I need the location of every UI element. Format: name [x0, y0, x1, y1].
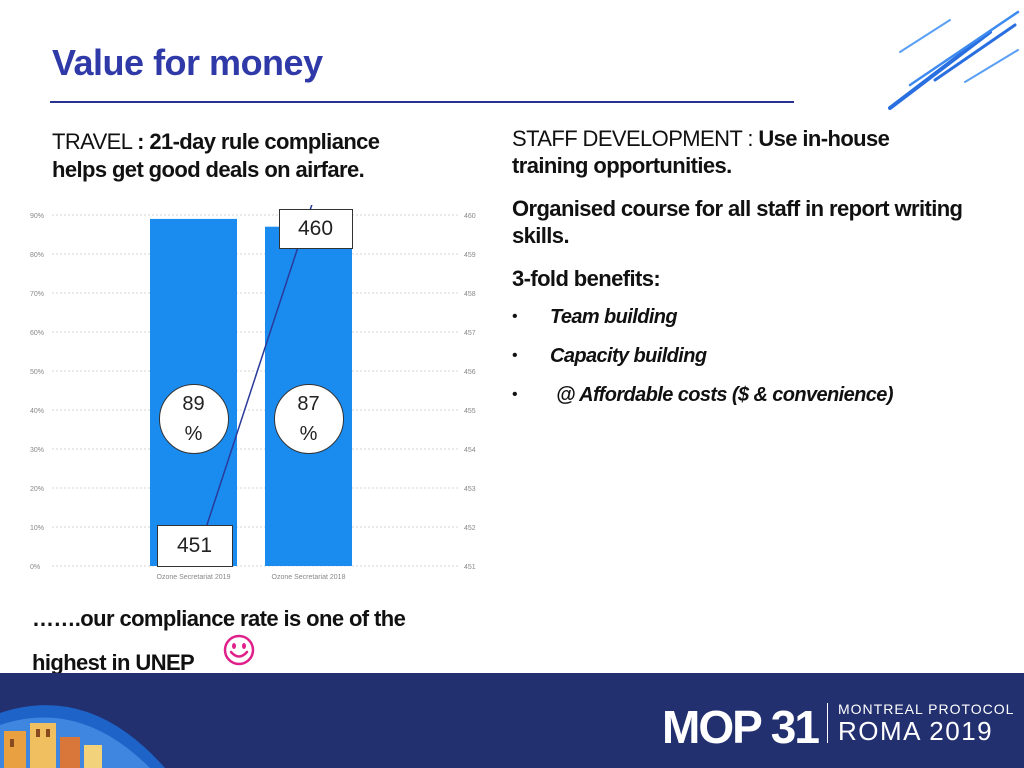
streaks-decoration-icon — [888, 10, 1020, 110]
slide-title: Value for money — [52, 42, 323, 83]
y-left-tick-label: 30% — [30, 447, 44, 454]
line-callout-2019: 451 — [156, 525, 233, 567]
bullet: • — [512, 308, 518, 325]
benefits-list: • Team building • Capacity building • @ Aff… — [512, 304, 1002, 408]
course-text: Organised course for all staff in report… — [512, 196, 963, 248]
y-right-tick-label: 459 — [464, 252, 476, 259]
x-tick-label: Ozone Secretariat 2019 — [157, 574, 231, 581]
y-left-tick-label: 50% — [30, 369, 44, 376]
bullet: • — [512, 386, 518, 403]
travel-text-line1: 21-day rule compliance — [149, 129, 380, 154]
compliance-statement: …….our compliance rate is one of the hig… — [32, 597, 406, 685]
mop-logo-text: MOP 31 — [662, 701, 820, 753]
statement-line2: highest in UNEP — [32, 650, 195, 675]
footer-band — [0, 673, 1024, 768]
y-right-tick-label: 460 — [464, 213, 476, 220]
protocol-text: MONTREAL PROTOCOL — [838, 701, 1015, 717]
y-left-tick-label: 40% — [30, 408, 44, 415]
y-right-tick-label: 451 — [464, 564, 476, 571]
statement-line1: …….our compliance rate is one of the — [32, 606, 406, 631]
y-left-tick-label: 10% — [30, 525, 44, 532]
travel-heading: TRAVEL : 21-day rule compliance helps ge… — [52, 128, 472, 184]
y-left-tick-label: 20% — [30, 486, 44, 493]
bar-callout-value: 87 — [297, 393, 320, 415]
list-item: • Capacity building — [512, 343, 1002, 369]
bar-callout-2019: 89 % — [158, 384, 229, 454]
list-item: • Team building — [512, 304, 1002, 330]
roma-text: ROMA 2019 — [838, 716, 994, 746]
y-left-tick-label: 70% — [30, 291, 44, 298]
title-underline — [50, 101, 794, 103]
logo-divider — [827, 703, 828, 743]
bullet: • — [512, 347, 518, 364]
x-tick-label: Ozone Secretariat 2018 — [272, 574, 346, 581]
staff-text-inline: Use in-house — [758, 126, 890, 151]
list-item: • @ Affordable costs ($ & convenience) — [512, 382, 1002, 408]
compliance-chart: 0% 10% 20% 30% 40% 50% 60% 70% 80% 90% 451 452 453 45… — [28, 179, 488, 590]
y-left-tick-label: 0% — [30, 564, 40, 571]
y-right-tick-label: 458 — [464, 291, 476, 298]
y-right-tick-label: 454 — [464, 447, 476, 454]
line-callout-2018: 460 — [278, 209, 353, 249]
staff-label: STAFF DEVELOPMENT : — [512, 126, 759, 151]
travel-text-line2: helps get good deals on airfare. — [52, 157, 365, 182]
benefit-text: @ Affordable costs ($ & convenience) — [556, 384, 893, 406]
staff-heading: STAFF DEVELOPMENT : Use in-house trainin… — [512, 125, 1002, 179]
y-left-tick-label: 90% — [30, 213, 44, 220]
travel-separator: : — [137, 129, 144, 154]
y-left-tick-label: 60% — [30, 330, 44, 337]
y-right-tick-label: 453 — [464, 486, 476, 493]
y-right-tick-label: 455 — [464, 408, 476, 415]
bar-callout-2018: 87 % — [273, 384, 344, 454]
y-right-tick-label: 456 — [464, 369, 476, 376]
bar-callout-value: 89 — [182, 393, 205, 415]
bar-callout-unit: % — [299, 423, 318, 445]
benefit-text: Team building — [550, 306, 678, 328]
staff-development-section: STAFF DEVELOPMENT : Use in-house trainin… — [512, 125, 1002, 421]
smiley-icon — [223, 634, 255, 666]
y-right-tick-label: 452 — [464, 525, 476, 532]
y-left-tick-label: 80% — [30, 252, 44, 259]
benefit-text: Capacity building — [550, 345, 707, 367]
benefits-heading: 3-fold benefits: — [512, 266, 661, 291]
chart-svg: 0% 10% 20% 30% 40% 50% 60% 70% 80% 90% 451 452 453 45… — [30, 179, 476, 581]
travel-label: TRAVEL — [52, 129, 132, 154]
staff-text-line2: training opportunities. — [512, 153, 732, 178]
bar-callout-unit: % — [184, 423, 203, 445]
y-right-tick-label: 457 — [464, 330, 476, 337]
rome-illustration-icon — [0, 705, 165, 768]
